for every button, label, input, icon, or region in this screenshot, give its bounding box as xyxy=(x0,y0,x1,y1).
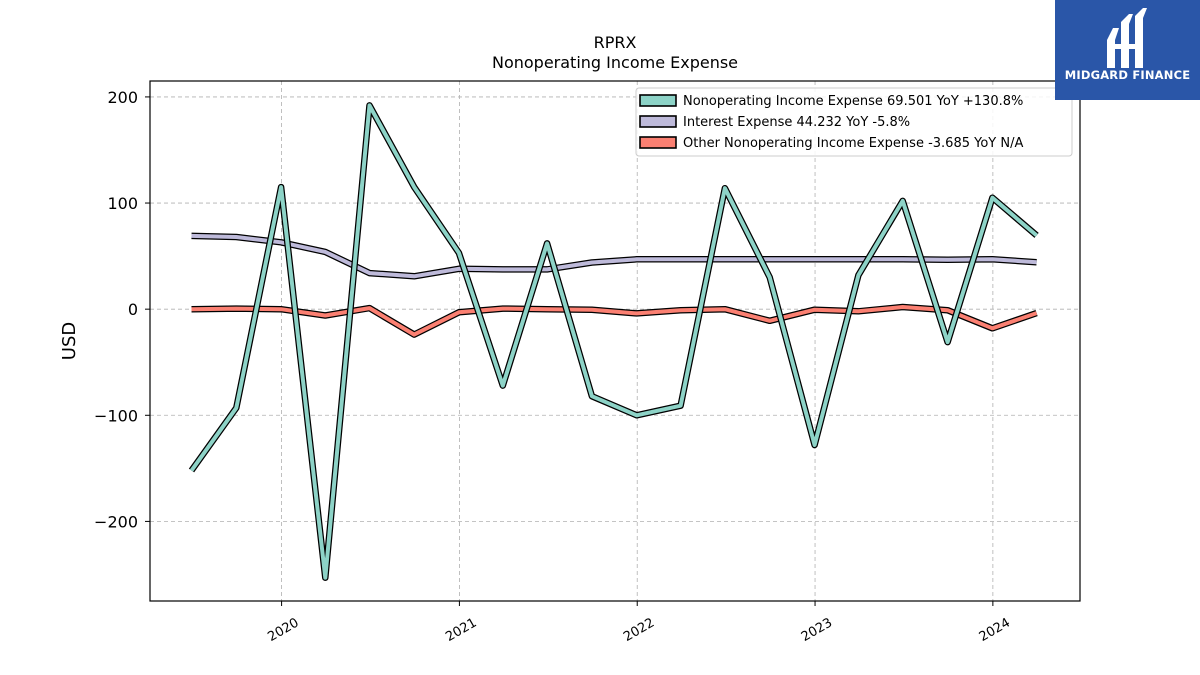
legend-swatch xyxy=(639,136,677,149)
series-line xyxy=(191,305,1038,337)
legend-swatch xyxy=(639,115,677,128)
axes: 200 100 0 −100 −200 2020 2021 2022 2023 2024 xyxy=(94,88,1013,645)
legend-label: Nonoperating Income Expense 69.501 YoY +… xyxy=(683,94,1023,109)
series-outline xyxy=(191,232,1037,280)
y-tick-label: −200 xyxy=(94,512,138,531)
chart-title: RPRX xyxy=(594,33,637,52)
series-lines xyxy=(188,102,1039,581)
y-tick-label: 200 xyxy=(107,88,138,107)
y-tick-label: 100 xyxy=(107,194,138,213)
plot-frame xyxy=(149,80,1081,602)
chart-subtitle: Nonoperating Income Expense xyxy=(492,53,738,72)
series-line xyxy=(189,103,1038,580)
brand-logo: MIDGARD FINANCE xyxy=(1055,0,1200,100)
series-line xyxy=(191,233,1037,279)
x-tick-label: 2023 xyxy=(799,615,835,645)
x-tick-label: 2024 xyxy=(977,615,1013,645)
legend: Nonoperating Income Expense 69.501 YoY +… xyxy=(635,87,1073,157)
brand-name: MIDGARD FINANCE xyxy=(1064,68,1191,82)
x-tick-label: 2022 xyxy=(621,615,657,645)
legend-label: Other Nonoperating Income Expense -3.685… xyxy=(683,136,1023,151)
brand-mark-icon xyxy=(1107,8,1147,68)
legend-swatch xyxy=(639,94,677,107)
y-tick-label: −100 xyxy=(94,406,138,425)
x-tick-label: 2020 xyxy=(265,615,301,645)
legend-box xyxy=(635,87,1073,157)
legend-label: Interest Expense 44.232 YoY -5.8% xyxy=(683,115,910,130)
grid xyxy=(150,81,1080,601)
y-tick-label: 0 xyxy=(128,300,138,319)
y-axis-label: USD xyxy=(59,322,80,360)
x-tick-label: 2021 xyxy=(443,615,479,645)
